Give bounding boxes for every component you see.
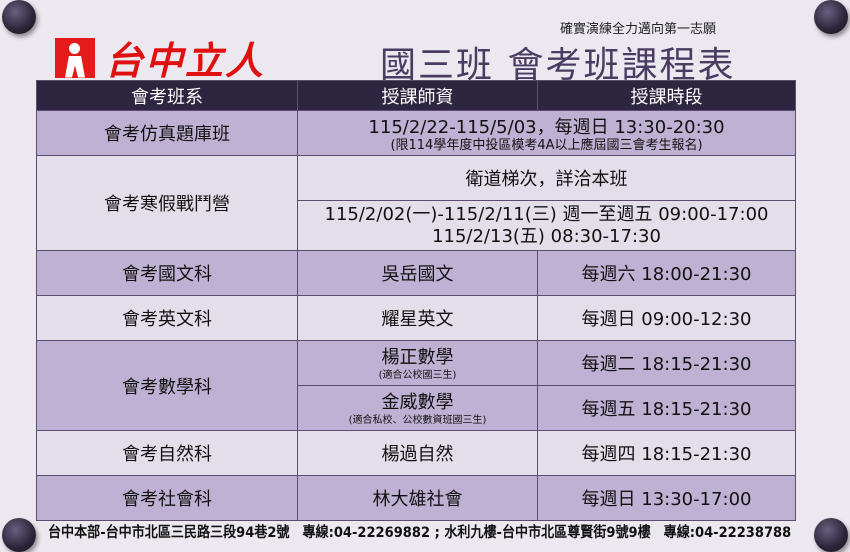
- table-row: 會考數學科 楊正數學 (適合公校國三生) 每週二 18:15-21:30: [36, 340, 796, 431]
- schedule-table: 會考班系 授課師資 授課時段 會考仿真題庫班 115/2/22-115/5/03，每…: [36, 80, 796, 521]
- logo-person-icon: [55, 37, 95, 78]
- pin-icon: [2, 518, 36, 552]
- page-title: 國三班 會考班課程表: [380, 45, 736, 86]
- time: 每週六 18:00-21:30: [537, 250, 796, 296]
- footer-address: 台中本部-台中市北區三民路三段94巷2號 專線:04-22269882 ; 水利…: [48, 525, 792, 541]
- time: 每週二 18:15-21:30: [537, 340, 796, 386]
- schedule-line: 115/2/13(五) 08:30-17:30: [432, 225, 661, 247]
- teacher-name: 金威數學: [381, 392, 454, 413]
- time: 每週四 18:15-21:30: [537, 430, 796, 476]
- class-name: 會考社會科: [36, 475, 298, 521]
- table-row: 會考國文科 吳岳國文 每週六 18:00-21:30: [36, 250, 796, 296]
- pin-icon: [814, 0, 848, 34]
- schedule-note: (限114學年度中投區模考4A以上應屆國三會考生報名): [390, 138, 703, 153]
- slogan: 確實演練全力邁向第一志願: [560, 22, 717, 37]
- header-teacher: 授課師資: [297, 80, 538, 111]
- time: 每週日 09:00-12:30: [537, 295, 796, 341]
- header-class: 會考班系: [36, 80, 298, 111]
- teacher-note: (適合私校、公校數資班國三生): [348, 415, 487, 426]
- teacher: 金威數學 (適合私校、公校數資班國三生): [297, 385, 538, 431]
- class-name: 會考仿真題庫班: [36, 110, 298, 156]
- teacher: 耀星英文: [297, 295, 538, 341]
- pin-icon: [2, 0, 36, 34]
- schedule-info: 115/2/02(一)-115/2/11(三) 週一至週五 09:00-17:0…: [297, 200, 796, 251]
- class-name: 會考寒假戰鬥營: [36, 155, 298, 251]
- teacher: 林大雄社會: [297, 475, 538, 521]
- table-row: 會考仿真題庫班 115/2/22-115/5/03，每週日 13:30-20:3…: [36, 110, 796, 156]
- table-row: 會考社會科 林大雄社會 每週日 13:30-17:00: [36, 475, 796, 521]
- time: 每週五 18:15-21:30: [537, 385, 796, 431]
- teacher: 吳岳國文: [297, 250, 538, 296]
- teacher: 楊過自然: [297, 430, 538, 476]
- teacher: 楊正數學 (適合公校國三生): [297, 340, 538, 386]
- class-name: 會考數學科: [36, 340, 298, 431]
- table-row: 金威數學 (適合私校、公校數資班國三生) 每週五 18:15-21:30: [37, 385, 796, 431]
- schedule-info: 衛道梯次，詳洽本班: [297, 155, 796, 201]
- table-row: 會考自然科 楊過自然 每週四 18:15-21:30: [36, 430, 796, 476]
- schedule-line: 115/2/02(一)-115/2/11(三) 週一至週五 09:00-17:0…: [324, 203, 769, 225]
- logo-text: 台中立人: [105, 38, 266, 83]
- table-row: 會考寒假戰鬥營 衛道梯次，詳洽本班: [36, 155, 796, 251]
- teacher-note: (適合公校國三生): [378, 370, 457, 381]
- table-row: 會考英文科 耀星英文 每週日 09:00-12:30: [36, 295, 796, 341]
- schedule-info: 115/2/22-115/5/03，每週日 13:30-20:30 (限114學年…: [297, 110, 796, 156]
- logo: 台中立人: [55, 30, 265, 85]
- table-row: 115/2/02(一)-115/2/11(三) 週一至週五 09:00-17:0…: [37, 200, 796, 251]
- class-name: 會考國文科: [36, 250, 298, 296]
- schedule-line: 115/2/22-115/5/03，每週日 13:30-20:30: [368, 117, 725, 138]
- class-name: 會考英文科: [36, 295, 298, 341]
- class-name: 會考自然科: [36, 430, 298, 476]
- time: 每週日 13:30-17:00: [537, 475, 796, 521]
- header-time: 授課時段: [537, 80, 796, 111]
- pin-icon: [814, 518, 848, 552]
- teacher-name: 楊正數學: [381, 347, 454, 368]
